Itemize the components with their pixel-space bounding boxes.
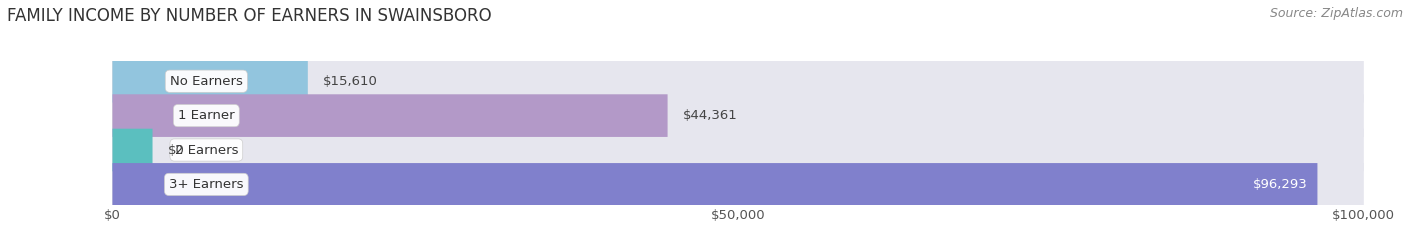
FancyBboxPatch shape bbox=[112, 94, 668, 137]
Text: $0: $0 bbox=[167, 144, 184, 157]
Text: FAMILY INCOME BY NUMBER OF EARNERS IN SWAINSBORO: FAMILY INCOME BY NUMBER OF EARNERS IN SW… bbox=[7, 7, 492, 25]
Text: $96,293: $96,293 bbox=[1253, 178, 1308, 191]
Text: 2 Earners: 2 Earners bbox=[174, 144, 238, 157]
Text: $15,610: $15,610 bbox=[323, 75, 378, 88]
FancyBboxPatch shape bbox=[112, 60, 1364, 103]
FancyBboxPatch shape bbox=[112, 94, 1364, 137]
FancyBboxPatch shape bbox=[112, 163, 1364, 206]
FancyBboxPatch shape bbox=[112, 163, 1317, 206]
Text: $44,361: $44,361 bbox=[682, 109, 737, 122]
FancyBboxPatch shape bbox=[112, 129, 1364, 171]
Text: 3+ Earners: 3+ Earners bbox=[169, 178, 243, 191]
Text: No Earners: No Earners bbox=[170, 75, 243, 88]
Text: 1 Earner: 1 Earner bbox=[179, 109, 235, 122]
Text: Source: ZipAtlas.com: Source: ZipAtlas.com bbox=[1270, 7, 1403, 20]
FancyBboxPatch shape bbox=[112, 129, 152, 171]
FancyBboxPatch shape bbox=[112, 60, 308, 103]
